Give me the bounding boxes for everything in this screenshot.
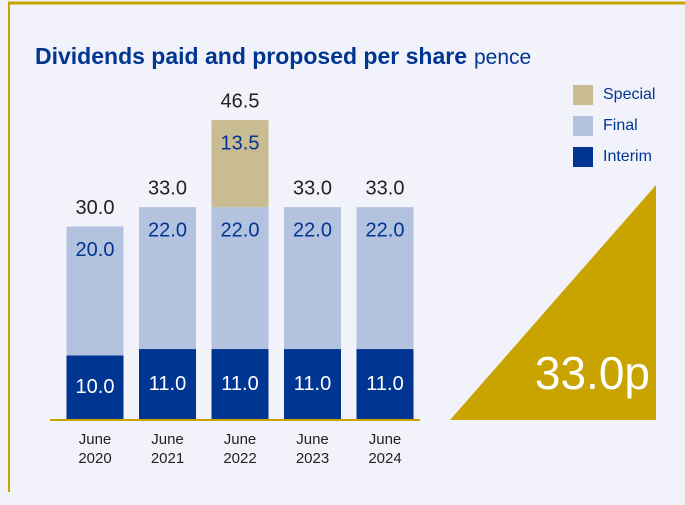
bar-segment [356, 207, 414, 350]
segment-label: 22.0 [148, 219, 187, 241]
segment-label: 11.0 [294, 373, 331, 395]
segment-label: 11.0 [149, 373, 186, 395]
bar-segment [139, 349, 196, 420]
segment-label: 11.0 [221, 373, 258, 395]
segment-label: 20.0 [76, 239, 115, 261]
bar-segment [66, 355, 124, 420]
bar-segment [284, 349, 341, 420]
legend-label: Special [603, 86, 655, 103]
bar-segment [211, 349, 269, 420]
total-label: 33.0 [293, 177, 332, 199]
bar-segment [211, 120, 269, 208]
legend-label: Interim [603, 148, 652, 165]
subtitle: pence [474, 46, 531, 69]
segment-label: 22.0 [221, 219, 260, 241]
total-label: 33.0 [366, 177, 405, 199]
bar-segment [139, 207, 196, 350]
segment-label: 13.5 [221, 132, 260, 154]
segment-label: 11.0 [366, 373, 403, 395]
bar-segment [211, 207, 269, 350]
annotation: 33.0p [535, 347, 650, 399]
title: Dividends paid and proposed per share [35, 43, 467, 69]
legend-label: Final [603, 117, 638, 134]
x-tick-label: June 2023 [295, 431, 330, 467]
x-tick-label: June 2020 [78, 431, 112, 467]
bar-segment [356, 349, 414, 420]
segment-label: 10.0 [76, 376, 115, 398]
x-tick-label: June 2021 [150, 431, 185, 467]
x-tick-label: June 2024 [368, 431, 402, 467]
total-label: 30.0 [76, 197, 115, 219]
accent-triangle [450, 185, 656, 420]
segment-label: 22.0 [366, 219, 405, 241]
bar-segment [66, 226, 124, 356]
legend-swatch [573, 85, 593, 105]
legend-swatch [573, 147, 593, 167]
segment-label: 22.0 [293, 219, 332, 241]
legend-swatch [573, 116, 593, 136]
total-label: 33.0 [148, 177, 187, 199]
chart-title: Dividends paid and proposed per share pen… [35, 43, 531, 69]
bar-segment [284, 207, 341, 350]
total-label: 46.5 [221, 90, 260, 112]
x-tick-label: June 2022 [223, 431, 257, 467]
